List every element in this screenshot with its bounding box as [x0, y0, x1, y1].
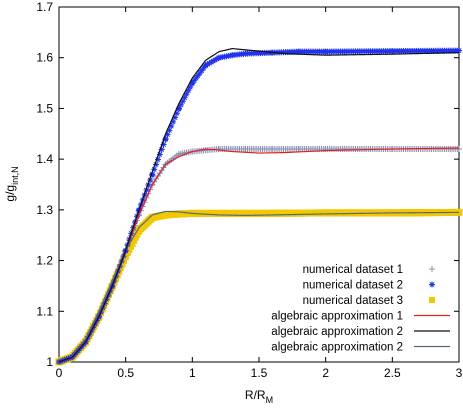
legend-marker	[429, 297, 435, 303]
legend-marker	[429, 281, 435, 288]
y-axis-label: g/gint,N	[3, 166, 20, 201]
legend-label: algebraic approximation 2	[271, 326, 403, 338]
legend-entry: numerical dataset 3	[303, 295, 435, 307]
y-tick-label: 1	[46, 355, 53, 369]
legend-entry: algebraic approximation 2	[271, 342, 450, 354]
data-point	[456, 47, 462, 54]
y-tick-label: 1.7	[36, 0, 53, 14]
y-axis-label-sub: int,N	[10, 166, 20, 185]
legend-label: algebraic approximation 1	[271, 311, 403, 323]
series-layer	[55, 47, 463, 366]
y-tick-label: 1.5	[36, 101, 53, 115]
x-axis-label: R/RM	[245, 388, 273, 405]
x-tick-label: 3	[456, 366, 463, 380]
legend-entry: algebraic approximation 1	[271, 311, 450, 323]
legend-entry: numerical dataset 2	[303, 280, 435, 292]
legend-entry: numerical dataset 1	[303, 264, 435, 276]
plot-frame	[58, 6, 460, 363]
series-5	[58, 47, 460, 363]
x-tick-label: 1	[189, 366, 196, 380]
legend-label: numerical dataset 1	[303, 264, 403, 276]
data-point	[456, 146, 462, 152]
x-tick-label: 0.5	[117, 366, 134, 380]
data-point	[116, 264, 124, 272]
x-tick-label: 2.5	[384, 366, 401, 380]
legend-label: numerical dataset 2	[303, 280, 403, 292]
y-tick-label: 1.4	[36, 152, 53, 166]
y-tick-label: 1.1	[36, 304, 53, 318]
series-line	[58, 47, 460, 363]
y-axis-label-main: g/g	[3, 185, 17, 202]
legend-marker	[429, 266, 435, 272]
y-tick-label: 1.2	[36, 254, 53, 268]
y-tick-label: 1.6	[36, 51, 53, 65]
legend-label: numerical dataset 3	[303, 295, 403, 307]
y-tick-label: 1.3	[36, 203, 53, 217]
axis-ticks: 0 0.5 1 1.5 2 2.5 3 1 1.1 1.2 1.3 1.4 1.5 1.6 1.7	[36, 0, 462, 380]
x-tick-label: 0	[56, 366, 63, 380]
x-tick-label: 1.5	[251, 366, 268, 380]
legend-label: algebraic approximation 2	[271, 342, 403, 354]
x-axis-label-sub: M	[266, 395, 274, 405]
data-point	[120, 256, 128, 264]
x-axis-label-main: R/R	[245, 388, 266, 402]
legend: numerical dataset 1 numerical dataset 2 nu…	[271, 264, 450, 354]
x-tick-label: 2	[322, 366, 329, 380]
legend-entry: algebraic approximation 2	[271, 326, 450, 338]
